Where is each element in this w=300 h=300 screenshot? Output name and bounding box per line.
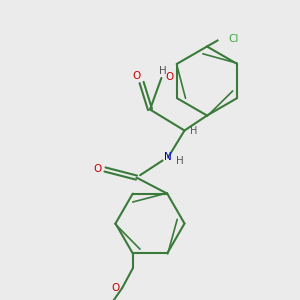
Text: O: O — [165, 72, 173, 82]
Text: O: O — [93, 164, 102, 174]
Text: O: O — [112, 283, 120, 293]
Text: H: H — [190, 126, 198, 136]
Text: H: H — [159, 65, 167, 76]
Text: O: O — [132, 71, 140, 81]
Text: Cl: Cl — [229, 34, 239, 44]
Text: N: N — [164, 152, 172, 163]
Text: H: H — [176, 155, 183, 166]
